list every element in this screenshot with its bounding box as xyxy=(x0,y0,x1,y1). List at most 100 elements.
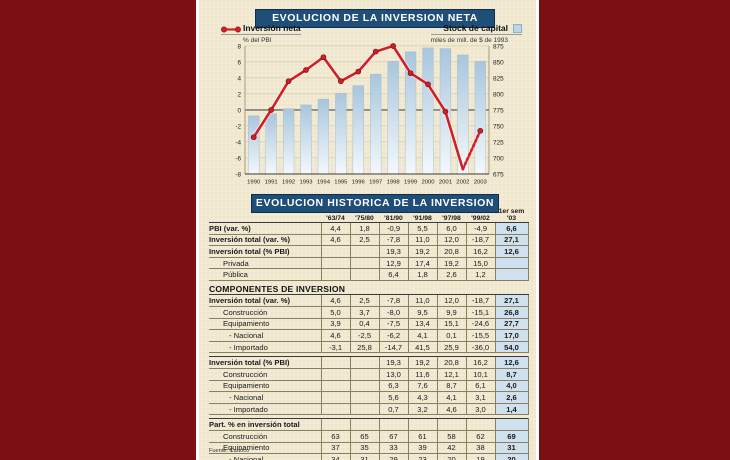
line-inversion-neta-estimate xyxy=(461,129,482,171)
ytick-left-8: 8 xyxy=(237,44,241,51)
cell-r4-c0: -3,1 xyxy=(320,341,350,354)
cell-r0-c6: 6,6 xyxy=(494,222,529,235)
cell-r3-c4: 20 xyxy=(436,453,466,460)
ytick-left--8: -8 xyxy=(235,172,241,179)
cell-r0-c6 xyxy=(494,418,529,431)
cell-r2-c4: 8,7 xyxy=(436,380,466,393)
row-label: - Importado xyxy=(209,403,321,416)
xtick-1995: 1995 xyxy=(334,180,348,186)
cell-r1-c2: 67 xyxy=(378,430,408,443)
bar-1990 xyxy=(248,115,260,175)
table-row: PBI (var. %) 4,4 1,8 -0,9 5,5 6,0 -4,9 6,6 xyxy=(209,222,529,235)
cell-r0-c5: -18,7 xyxy=(465,294,495,308)
cell-r1-c6: 27,1 xyxy=(494,234,529,247)
row-label: Part. % en inversión total xyxy=(209,418,321,431)
content-panel: EVOLUCION DE LA INVERSION NETA Inversión… xyxy=(196,0,539,460)
cell-r2-c0: 37 xyxy=(320,442,350,455)
section-heading: COMPONENTES DE INVERSION xyxy=(209,284,528,296)
cell-r0-c1 xyxy=(349,418,379,431)
cell-r3-c3: 23 xyxy=(407,453,437,460)
row-label: - Importado xyxy=(209,341,321,354)
table-row: - Importado -3,1 25,8 -14,7 41,5 25,9 -36,0 54,… xyxy=(209,341,529,354)
cell-r2-c3: 13,4 xyxy=(407,318,437,331)
table-row: Part. % en inversión total xyxy=(209,418,529,431)
cell-r2-c1 xyxy=(349,380,379,393)
xtick-1999: 1999 xyxy=(404,180,417,186)
cell-r4-c2: 0,7 xyxy=(378,403,408,416)
cell-r0-c3 xyxy=(407,418,437,431)
cell-r3-c0 xyxy=(320,257,350,270)
ytick-right-725: 725 xyxy=(493,140,504,147)
cell-r1-c1: 2,5 xyxy=(349,234,379,247)
ytick-right-875: 875 xyxy=(493,44,504,51)
cell-r3-c5: -15,5 xyxy=(465,329,495,342)
cell-r4-c6: 1,4 xyxy=(494,403,529,416)
cell-r3-c6 xyxy=(494,257,529,270)
bar-swatch-icon xyxy=(513,24,522,33)
data-table-area: '63/74'75/80'81/90'91/98'97/98'99/02 1er … xyxy=(209,208,529,460)
row-label: Privada xyxy=(209,257,321,270)
cell-r3-c6: 2,6 xyxy=(494,391,529,404)
legend-inversion-neta: Inversión neta % del PBI xyxy=(221,23,301,45)
cell-r1-c5: 62 xyxy=(465,430,495,443)
cell-r0-c4: 20,8 xyxy=(436,356,466,370)
table-header-blank xyxy=(209,208,321,223)
cell-r2-c0: 3,9 xyxy=(320,318,350,331)
row-label: Equipamiento xyxy=(209,380,321,393)
cell-r1-c5: 10,1 xyxy=(465,368,495,381)
cell-r4-c3: 3,2 xyxy=(407,403,437,416)
cell-r1-c6: 26,8 xyxy=(494,306,529,319)
point-1991 xyxy=(268,107,274,113)
table-row: Construcción 5,0 3,7 -8,0 9,5 9,9 -15,1 26,8 xyxy=(209,306,529,319)
chart-svg: 8 6 4 2 0 -2 -4 -6 -8 675 700 725 750 775 800 825 850 875… xyxy=(235,43,504,186)
chart-title-container: EVOLUCION DE LA INVERSION NETA xyxy=(255,9,495,28)
cell-r2-c4: 20,8 xyxy=(436,245,466,258)
cell-r4-c5: 1,2 xyxy=(465,268,495,281)
cell-r3-c4: 0,1 xyxy=(436,329,466,342)
column-header-2: '81/90 xyxy=(379,208,408,223)
point-1994 xyxy=(320,54,327,61)
xtick-1996: 1996 xyxy=(352,180,366,186)
ytick-right-775: 775 xyxy=(493,108,504,115)
bar-2003 xyxy=(474,61,486,175)
cell-r3-c6: 17,0 xyxy=(494,329,529,342)
cell-r3-c4: 19,2 xyxy=(436,257,466,270)
point-1997 xyxy=(372,48,379,55)
legend-right-title: Stock de capital xyxy=(430,23,522,35)
xtick-1993: 1993 xyxy=(299,180,313,186)
cell-r0-c4: 6,0 xyxy=(436,222,466,235)
cell-r3-c1: 31 xyxy=(349,453,379,460)
bar-2000 xyxy=(422,47,434,175)
cell-r1-c2: -7,8 xyxy=(378,234,408,247)
ytick-right-800: 800 xyxy=(493,92,504,99)
cell-r2-c2: 19,3 xyxy=(378,245,408,258)
cell-r2-c0 xyxy=(320,380,350,393)
cell-r4-c0 xyxy=(320,403,350,416)
cell-r1-c6: 69 xyxy=(494,430,529,443)
table-row: Equipamiento 6,3 7,6 8,7 6,1 4,0 xyxy=(209,380,529,393)
cell-r2-c3: 7,6 xyxy=(407,380,437,393)
ytick-left--4: -4 xyxy=(235,140,241,147)
table-row: Equipamiento 37 35 33 39 42 38 31 xyxy=(209,442,529,455)
bar-1998 xyxy=(387,61,399,175)
point-1999 xyxy=(407,70,414,77)
ytick-left-2: 2 xyxy=(237,92,241,99)
table-row: Inversión total (var. %) 4,6 2,5 -7,8 11,0 12… xyxy=(209,294,529,308)
cell-r4-c5: -36,0 xyxy=(465,341,495,354)
row-label: Equipamiento xyxy=(209,318,321,331)
point-2003 xyxy=(477,127,484,134)
cell-r1-c4: 9,9 xyxy=(436,306,466,319)
row-label: Equipamiento xyxy=(209,442,321,455)
cell-r3-c0: 34 xyxy=(320,453,350,460)
row-label: Inversión total (var. %) xyxy=(209,234,321,247)
row-label: Construcción xyxy=(209,430,321,443)
xtick-2002: 2002 xyxy=(456,180,469,186)
chart-plot-area: 8 6 4 2 0 -2 -4 -6 -8 675 700 725 750 775 800 825 850 875… xyxy=(227,42,519,190)
ytick-left-4: 4 xyxy=(237,76,241,83)
cell-r4-c6: 54,0 xyxy=(494,341,529,354)
investment-table: '63/74'75/80'81/90'91/98'97/98'99/02 1er … xyxy=(209,208,529,460)
column-header-3: '91/98 xyxy=(408,208,437,223)
cell-r3-c1: -2,5 xyxy=(349,329,379,342)
cell-r3-c3: 17,4 xyxy=(407,257,437,270)
cell-r1-c3: 61 xyxy=(407,430,437,443)
